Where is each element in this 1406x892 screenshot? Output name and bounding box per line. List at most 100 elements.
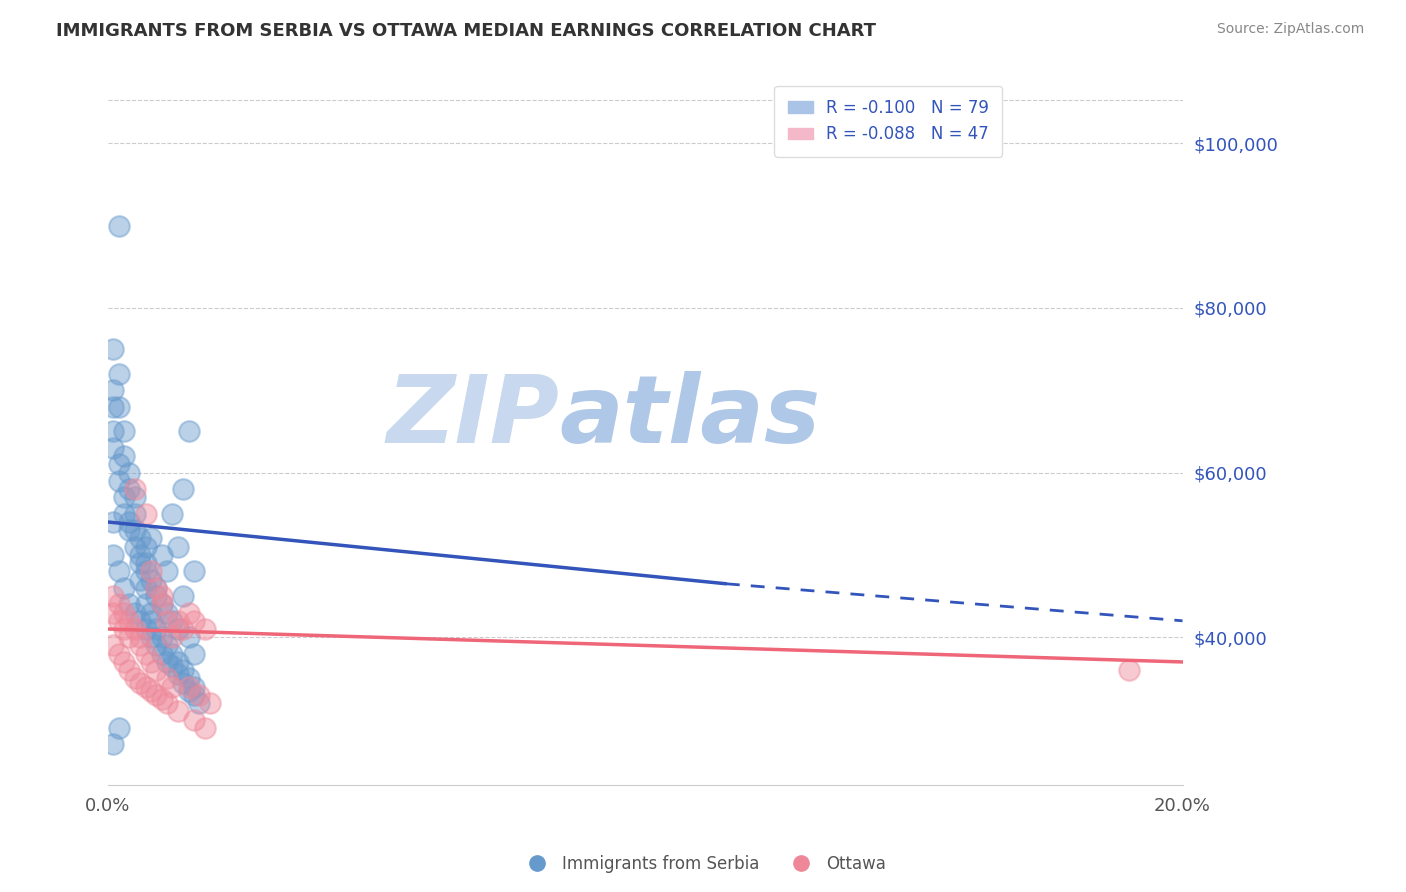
Point — [156, 639, 179, 653]
Point — [103, 639, 125, 653]
Point — [139, 573, 162, 587]
Point — [166, 540, 188, 554]
Point — [107, 219, 129, 233]
Point — [139, 532, 162, 546]
Point — [145, 639, 167, 653]
Point — [172, 663, 194, 677]
Point — [124, 622, 146, 636]
Point — [177, 425, 200, 439]
Point — [118, 523, 141, 537]
Point — [124, 672, 146, 686]
Point — [112, 449, 135, 463]
Point — [124, 482, 146, 496]
Point — [194, 622, 217, 636]
Point — [103, 384, 125, 398]
Point — [162, 614, 184, 628]
Point — [156, 696, 179, 710]
Point — [124, 491, 146, 505]
Legend: R = -0.100   N = 79, R = -0.088   N = 47: R = -0.100 N = 79, R = -0.088 N = 47 — [775, 86, 1002, 157]
Text: atlas: atlas — [560, 371, 821, 463]
Point — [156, 614, 179, 628]
Point — [103, 400, 125, 414]
Point — [139, 683, 162, 698]
Point — [118, 515, 141, 529]
Point — [194, 721, 217, 735]
Point — [124, 523, 146, 537]
Text: Source: ZipAtlas.com: Source: ZipAtlas.com — [1216, 22, 1364, 37]
Point — [112, 581, 135, 595]
Point — [150, 548, 173, 562]
Point — [112, 507, 135, 521]
Point — [103, 589, 125, 603]
Point — [135, 622, 157, 636]
Point — [150, 598, 173, 612]
Point — [139, 606, 162, 620]
Point — [183, 680, 205, 694]
Point — [103, 548, 125, 562]
Point — [188, 688, 211, 702]
Point — [172, 622, 194, 636]
Point — [183, 647, 205, 661]
Point — [103, 737, 125, 751]
Point — [166, 655, 188, 669]
Point — [118, 630, 141, 644]
Point — [129, 532, 152, 546]
Point — [107, 367, 129, 381]
Point — [162, 630, 184, 644]
Point — [162, 659, 184, 673]
Point — [103, 342, 125, 356]
Point — [124, 507, 146, 521]
Point — [139, 614, 162, 628]
Point — [150, 630, 173, 644]
Point — [150, 692, 173, 706]
Point — [145, 622, 167, 636]
Point — [118, 614, 141, 628]
Point — [150, 647, 173, 661]
Point — [135, 556, 157, 570]
Point — [166, 704, 188, 718]
Point — [103, 606, 125, 620]
Point — [118, 598, 141, 612]
Point — [172, 675, 194, 690]
Point — [129, 573, 152, 587]
Point — [107, 474, 129, 488]
Text: IMMIGRANTS FROM SERBIA VS OTTAWA MEDIAN EARNINGS CORRELATION CHART: IMMIGRANTS FROM SERBIA VS OTTAWA MEDIAN … — [56, 22, 876, 40]
Point — [183, 688, 205, 702]
Point — [139, 630, 162, 644]
Point — [107, 721, 129, 735]
Point — [162, 680, 184, 694]
Point — [177, 606, 200, 620]
Point — [103, 425, 125, 439]
Point — [188, 696, 211, 710]
Point — [107, 565, 129, 579]
Point — [183, 565, 205, 579]
Point — [162, 507, 184, 521]
Point — [129, 639, 152, 653]
Point — [156, 606, 179, 620]
Point — [177, 680, 200, 694]
Point — [135, 680, 157, 694]
Point — [135, 581, 157, 595]
Point — [107, 400, 129, 414]
Point — [177, 630, 200, 644]
Point — [156, 655, 179, 669]
Point — [177, 683, 200, 698]
Point — [103, 515, 125, 529]
Point — [150, 598, 173, 612]
Point — [129, 675, 152, 690]
Point — [1118, 663, 1140, 677]
Point — [129, 548, 152, 562]
Point — [129, 614, 152, 628]
Point — [166, 614, 188, 628]
Point — [145, 581, 167, 595]
Point — [145, 663, 167, 677]
Point — [118, 466, 141, 480]
Text: ZIP: ZIP — [387, 371, 560, 463]
Point — [135, 565, 157, 579]
Point — [118, 482, 141, 496]
Point — [166, 667, 188, 681]
Point — [118, 663, 141, 677]
Point — [112, 425, 135, 439]
Point — [145, 581, 167, 595]
Point — [112, 491, 135, 505]
